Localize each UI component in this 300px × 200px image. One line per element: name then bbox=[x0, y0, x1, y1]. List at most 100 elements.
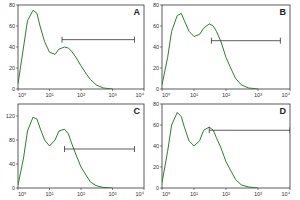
x-tick-label: 10¹ bbox=[190, 191, 198, 197]
x-tick bbox=[162, 188, 163, 190]
panel: 02040608010⁰10¹10²10³10⁴D bbox=[153, 101, 291, 197]
y-tick bbox=[160, 26, 162, 27]
gate-start bbox=[209, 127, 210, 133]
x-tick-label: 10² bbox=[222, 92, 230, 98]
y-tick bbox=[16, 5, 18, 6]
x-tick-label: 10⁴ bbox=[136, 191, 145, 197]
x-tick bbox=[49, 89, 50, 91]
histogram-line bbox=[162, 13, 258, 89]
x-tick bbox=[81, 188, 82, 190]
y-tick-label: 80 bbox=[9, 137, 15, 143]
x-tick bbox=[144, 188, 145, 190]
panel: 0 20 40 60 80 10⁰ 10¹ 10² 10³ 10⁴ A bbox=[9, 2, 145, 98]
x-tick-label: 10¹ bbox=[190, 92, 198, 98]
x-tick bbox=[162, 89, 163, 91]
y-tick-label: 40 bbox=[153, 44, 159, 50]
y-tick-label: 20 bbox=[153, 164, 159, 170]
gate-end bbox=[134, 146, 135, 152]
y-tick bbox=[16, 116, 18, 117]
x-tick bbox=[18, 188, 19, 190]
x-tick-label: 10³ bbox=[254, 191, 262, 197]
x-tick bbox=[258, 188, 259, 190]
panel-title: C bbox=[134, 106, 141, 116]
x-tick-label: 10¹ bbox=[46, 92, 54, 98]
gate-line bbox=[209, 130, 290, 131]
y-tick-label: 40 bbox=[9, 161, 15, 167]
x-tick-label: 10⁴ bbox=[282, 191, 291, 197]
x-tick-label: 10² bbox=[222, 191, 230, 197]
y-tick bbox=[160, 5, 162, 6]
x-tick bbox=[194, 89, 195, 91]
y-tick-label: 20 bbox=[153, 65, 159, 71]
plot-frame bbox=[162, 104, 290, 188]
plot-frame bbox=[18, 5, 144, 89]
y-tick-label: 0 bbox=[156, 86, 159, 92]
gate-end bbox=[280, 38, 281, 44]
x-tick-label: 10³ bbox=[109, 92, 117, 98]
histogram-line bbox=[162, 112, 258, 188]
figure: 02040608010⁰10¹10²10³10⁴A02040608010⁰10¹… bbox=[0, 0, 300, 200]
x-tick bbox=[226, 89, 227, 91]
x-tick bbox=[49, 188, 50, 190]
y-tick bbox=[160, 47, 162, 48]
panel-title: D bbox=[280, 106, 287, 116]
x-tick bbox=[18, 89, 19, 91]
gate-end bbox=[134, 37, 135, 43]
y-tick bbox=[160, 125, 162, 126]
gate-line bbox=[62, 39, 134, 40]
x-tick bbox=[290, 89, 291, 91]
y-tick bbox=[160, 104, 162, 105]
y-tick-label: 60 bbox=[153, 23, 159, 29]
x-tick bbox=[258, 89, 259, 91]
y-tick-label: 80 bbox=[153, 2, 159, 8]
histogram-line bbox=[18, 10, 113, 89]
x-tick-label: 10¹ bbox=[46, 191, 54, 197]
data-group bbox=[162, 13, 280, 89]
panel: 0 20 40 60 80 10⁰ 10¹ 10² 10³ 10⁴ B bbox=[153, 2, 291, 98]
y-tick-label: 80 bbox=[9, 2, 15, 8]
y-tick-label: 60 bbox=[9, 23, 15, 29]
y-tick bbox=[16, 47, 18, 48]
y-tick bbox=[160, 167, 162, 168]
y-tick-label: 120 bbox=[6, 113, 15, 119]
y-tick-label: 0 bbox=[156, 185, 159, 191]
gate-start bbox=[62, 37, 63, 43]
y-tick-label: 80 bbox=[153, 101, 159, 107]
data-group bbox=[162, 112, 290, 188]
x-tick-label: 10⁰ bbox=[18, 191, 27, 197]
y-tick-label: 40 bbox=[153, 143, 159, 149]
x-tick-label: 10³ bbox=[109, 191, 117, 197]
data-group bbox=[18, 117, 135, 188]
x-tick bbox=[290, 188, 291, 190]
y-tick bbox=[160, 146, 162, 147]
y-tick bbox=[16, 68, 18, 69]
x-tick-label: 10³ bbox=[254, 92, 262, 98]
gate-start bbox=[64, 146, 65, 152]
x-tick-label: 10⁰ bbox=[162, 191, 171, 197]
y-tick bbox=[16, 140, 18, 141]
y-tick-label: 0 bbox=[12, 185, 15, 191]
x-tick-label: 10⁴ bbox=[136, 92, 145, 98]
x-tick bbox=[112, 89, 113, 91]
panel-title: A bbox=[134, 7, 141, 17]
x-tick-label: 10⁴ bbox=[282, 92, 291, 98]
y-tick bbox=[16, 26, 18, 27]
y-tick-label: 40 bbox=[9, 44, 15, 50]
plot-frame bbox=[162, 5, 290, 89]
panel: 0 40 80 120 10⁰ 10¹ 10² 10³ 10⁴ C bbox=[6, 104, 145, 197]
x-tick bbox=[144, 89, 145, 91]
plot-frame bbox=[18, 104, 144, 188]
x-tick-label: 10⁰ bbox=[18, 92, 27, 98]
y-tick-label: 0 bbox=[12, 86, 15, 92]
panel-title: B bbox=[280, 7, 287, 17]
x-tick bbox=[226, 188, 227, 190]
x-tick-label: 10⁰ bbox=[162, 92, 171, 98]
y-tick bbox=[16, 164, 18, 165]
x-tick bbox=[194, 188, 195, 190]
data-group bbox=[18, 10, 135, 89]
gate-line bbox=[211, 40, 280, 41]
y-tick-label: 20 bbox=[9, 65, 15, 71]
x-tick-label: 10² bbox=[77, 92, 85, 98]
x-tick bbox=[112, 188, 113, 190]
x-tick-label: 10² bbox=[77, 191, 85, 197]
